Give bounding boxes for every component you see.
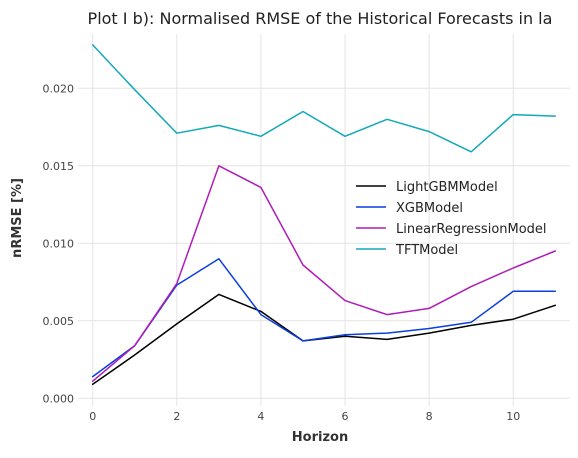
legend-label: LightGBMModel [396,180,498,195]
ticks: 0 2 4 6 8 10 0.000 0.005 0.010 0.015 0.020 [43,82,521,423]
x-tick-label: 2 [173,410,180,423]
series-line-tftmodel [91,44,557,153]
series-line-linearregressionmodel [91,165,557,382]
legend-label: XGBModel [396,201,463,216]
y-tick-label: 0.010 [43,237,75,250]
legend: LightGBMModel XGBModel LinearRegressionMod… [356,180,547,258]
series-line-lightgbmmodel [91,293,557,386]
legend-label: TFTModel [395,243,458,258]
y-tick-label: 0.000 [43,392,75,405]
y-axis-label: nRMSE [%] [10,178,25,258]
y-tick-label: 0.020 [43,82,75,95]
x-tick-label: 8 [426,410,433,423]
legend-label: LinearRegressionModel [396,222,547,237]
grid [78,34,570,406]
y-tick-label: 0.005 [43,315,75,328]
series-lines [91,44,557,386]
x-tick-label: 6 [342,410,349,423]
series-line-xgbmodel [91,258,557,378]
x-tick-label: 10 [506,410,520,423]
x-axis-label: Horizon [292,430,348,445]
y-tick-label: 0.015 [43,160,75,173]
chart-title: Plot I b): Normalised RMSE of the Histor… [88,9,553,28]
x-tick-label: 0 [89,410,96,423]
x-tick-label: 4 [257,410,264,423]
